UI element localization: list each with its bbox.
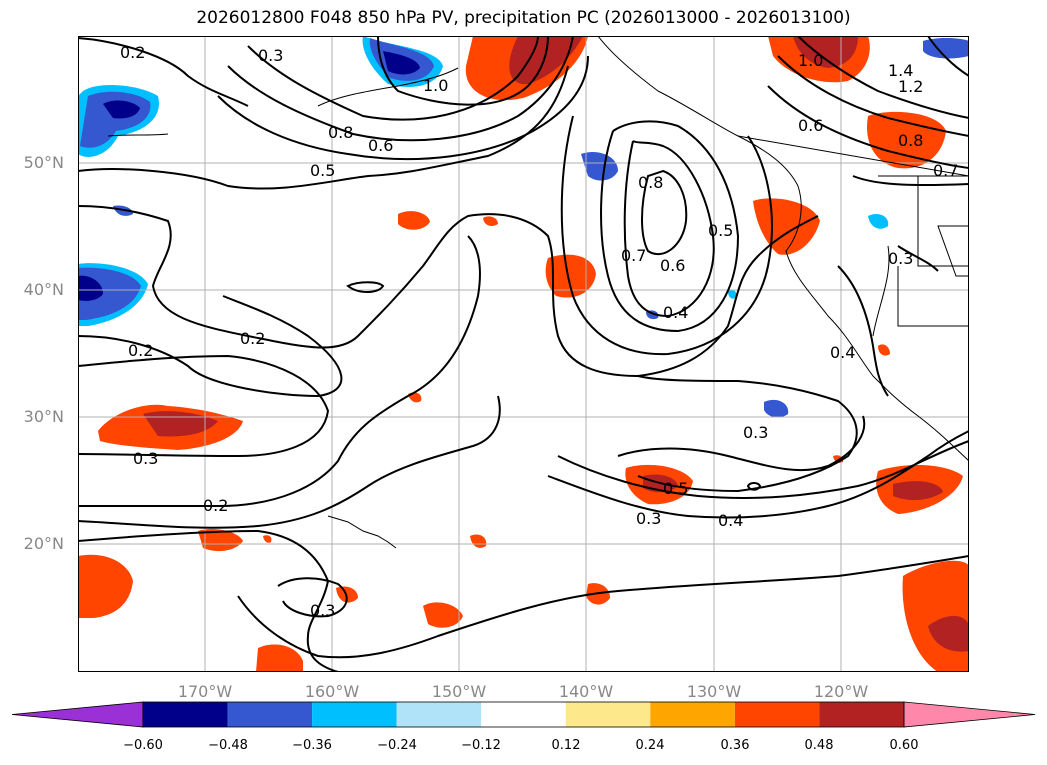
- contour-label: 0.5: [310, 161, 335, 180]
- colorbar-tick: −0.24: [377, 738, 417, 753]
- contour-label: 0.2: [240, 329, 265, 348]
- contour-label: 0.3: [743, 423, 768, 442]
- colorbar-extend-min: [12, 702, 143, 727]
- colorbar-tick: 0.12: [552, 738, 581, 753]
- lon-label-150w: 150°W: [432, 682, 486, 701]
- lon-label-120w: 120°W: [814, 682, 868, 701]
- contour-label: 0.3: [133, 449, 158, 468]
- colorbar-border: [143, 702, 904, 727]
- colorbar-tick: 0.60: [890, 738, 919, 753]
- contour-label: 0.6: [798, 116, 823, 135]
- colorbar-segment: [397, 702, 482, 727]
- colorbar-segment: [819, 702, 904, 727]
- colorbar-segment: [566, 702, 651, 727]
- contour-label: 0.6: [368, 136, 393, 155]
- contour-label: 0.7: [621, 246, 646, 265]
- contour-label: 1.0: [423, 76, 448, 95]
- map-panel: 0.2 1.0 1.4 1.2 0.8 0.6 0.5 0.8 0.7 0.6 …: [78, 36, 969, 672]
- contour-label: 0.2: [120, 43, 145, 62]
- colorbar-tick: −0.60: [123, 738, 163, 753]
- contour-label: 0.6: [660, 256, 685, 275]
- colorbar-segment: [228, 702, 313, 727]
- colorbar-tick: 0.36: [721, 738, 750, 753]
- colorbar-tick: 0.48: [805, 738, 834, 753]
- map-canvas: 0.2 1.0 1.4 1.2 0.8 0.6 0.5 0.8 0.7 0.6 …: [78, 36, 969, 672]
- contour-label: 0.5: [663, 479, 688, 498]
- contour-label: 0.2: [128, 341, 153, 360]
- colorbar-tick: −0.12: [461, 738, 501, 753]
- contour-label: 0.4: [663, 303, 688, 322]
- lon-label-170w: 170°W: [178, 682, 232, 701]
- contour-label: 0.8: [328, 123, 353, 142]
- contour-label: 0.4: [718, 511, 743, 530]
- contour-label: 0.3: [888, 249, 913, 268]
- contour-label: 0.8: [898, 131, 923, 150]
- lat-label-50n: 50°N: [24, 153, 64, 172]
- colorbar-segment: [735, 702, 820, 727]
- contour-label: 0.5: [708, 221, 733, 240]
- contour-label: 0.3: [636, 509, 661, 528]
- colorbar-segment: [650, 702, 735, 727]
- colorbar-segment: [481, 702, 566, 727]
- lon-label-160w: 160°W: [305, 682, 359, 701]
- colorbar-tick: 0.24: [636, 738, 665, 753]
- lat-label-40n: 40°N: [24, 280, 64, 299]
- colorbar-segment: [312, 702, 397, 727]
- contour-label: 0.7: [933, 161, 958, 180]
- colorbar-tick: −0.36: [292, 738, 332, 753]
- chart-title: 2026012800 F048 850 hPa PV, precipitatio…: [0, 8, 1047, 28]
- colorbar-tick: −0.48: [208, 738, 248, 753]
- contour-label: 0.4: [830, 343, 855, 362]
- lat-label-30n: 30°N: [24, 407, 64, 426]
- colorbar-segment: [143, 702, 228, 727]
- contour-label: 0.8: [638, 173, 663, 192]
- lon-label-140w: 140°W: [559, 682, 613, 701]
- contour-label: 0.2: [203, 496, 228, 515]
- lat-label-20n: 20°N: [24, 534, 64, 553]
- contour-label: 1.0: [798, 51, 823, 70]
- contour-label: 0.3: [310, 601, 335, 620]
- contour-label: 1.2: [898, 77, 923, 96]
- contour-label: 0.3: [258, 46, 283, 65]
- lon-label-130w: 130°W: [687, 682, 741, 701]
- colorbar-extend-max: [904, 702, 1035, 727]
